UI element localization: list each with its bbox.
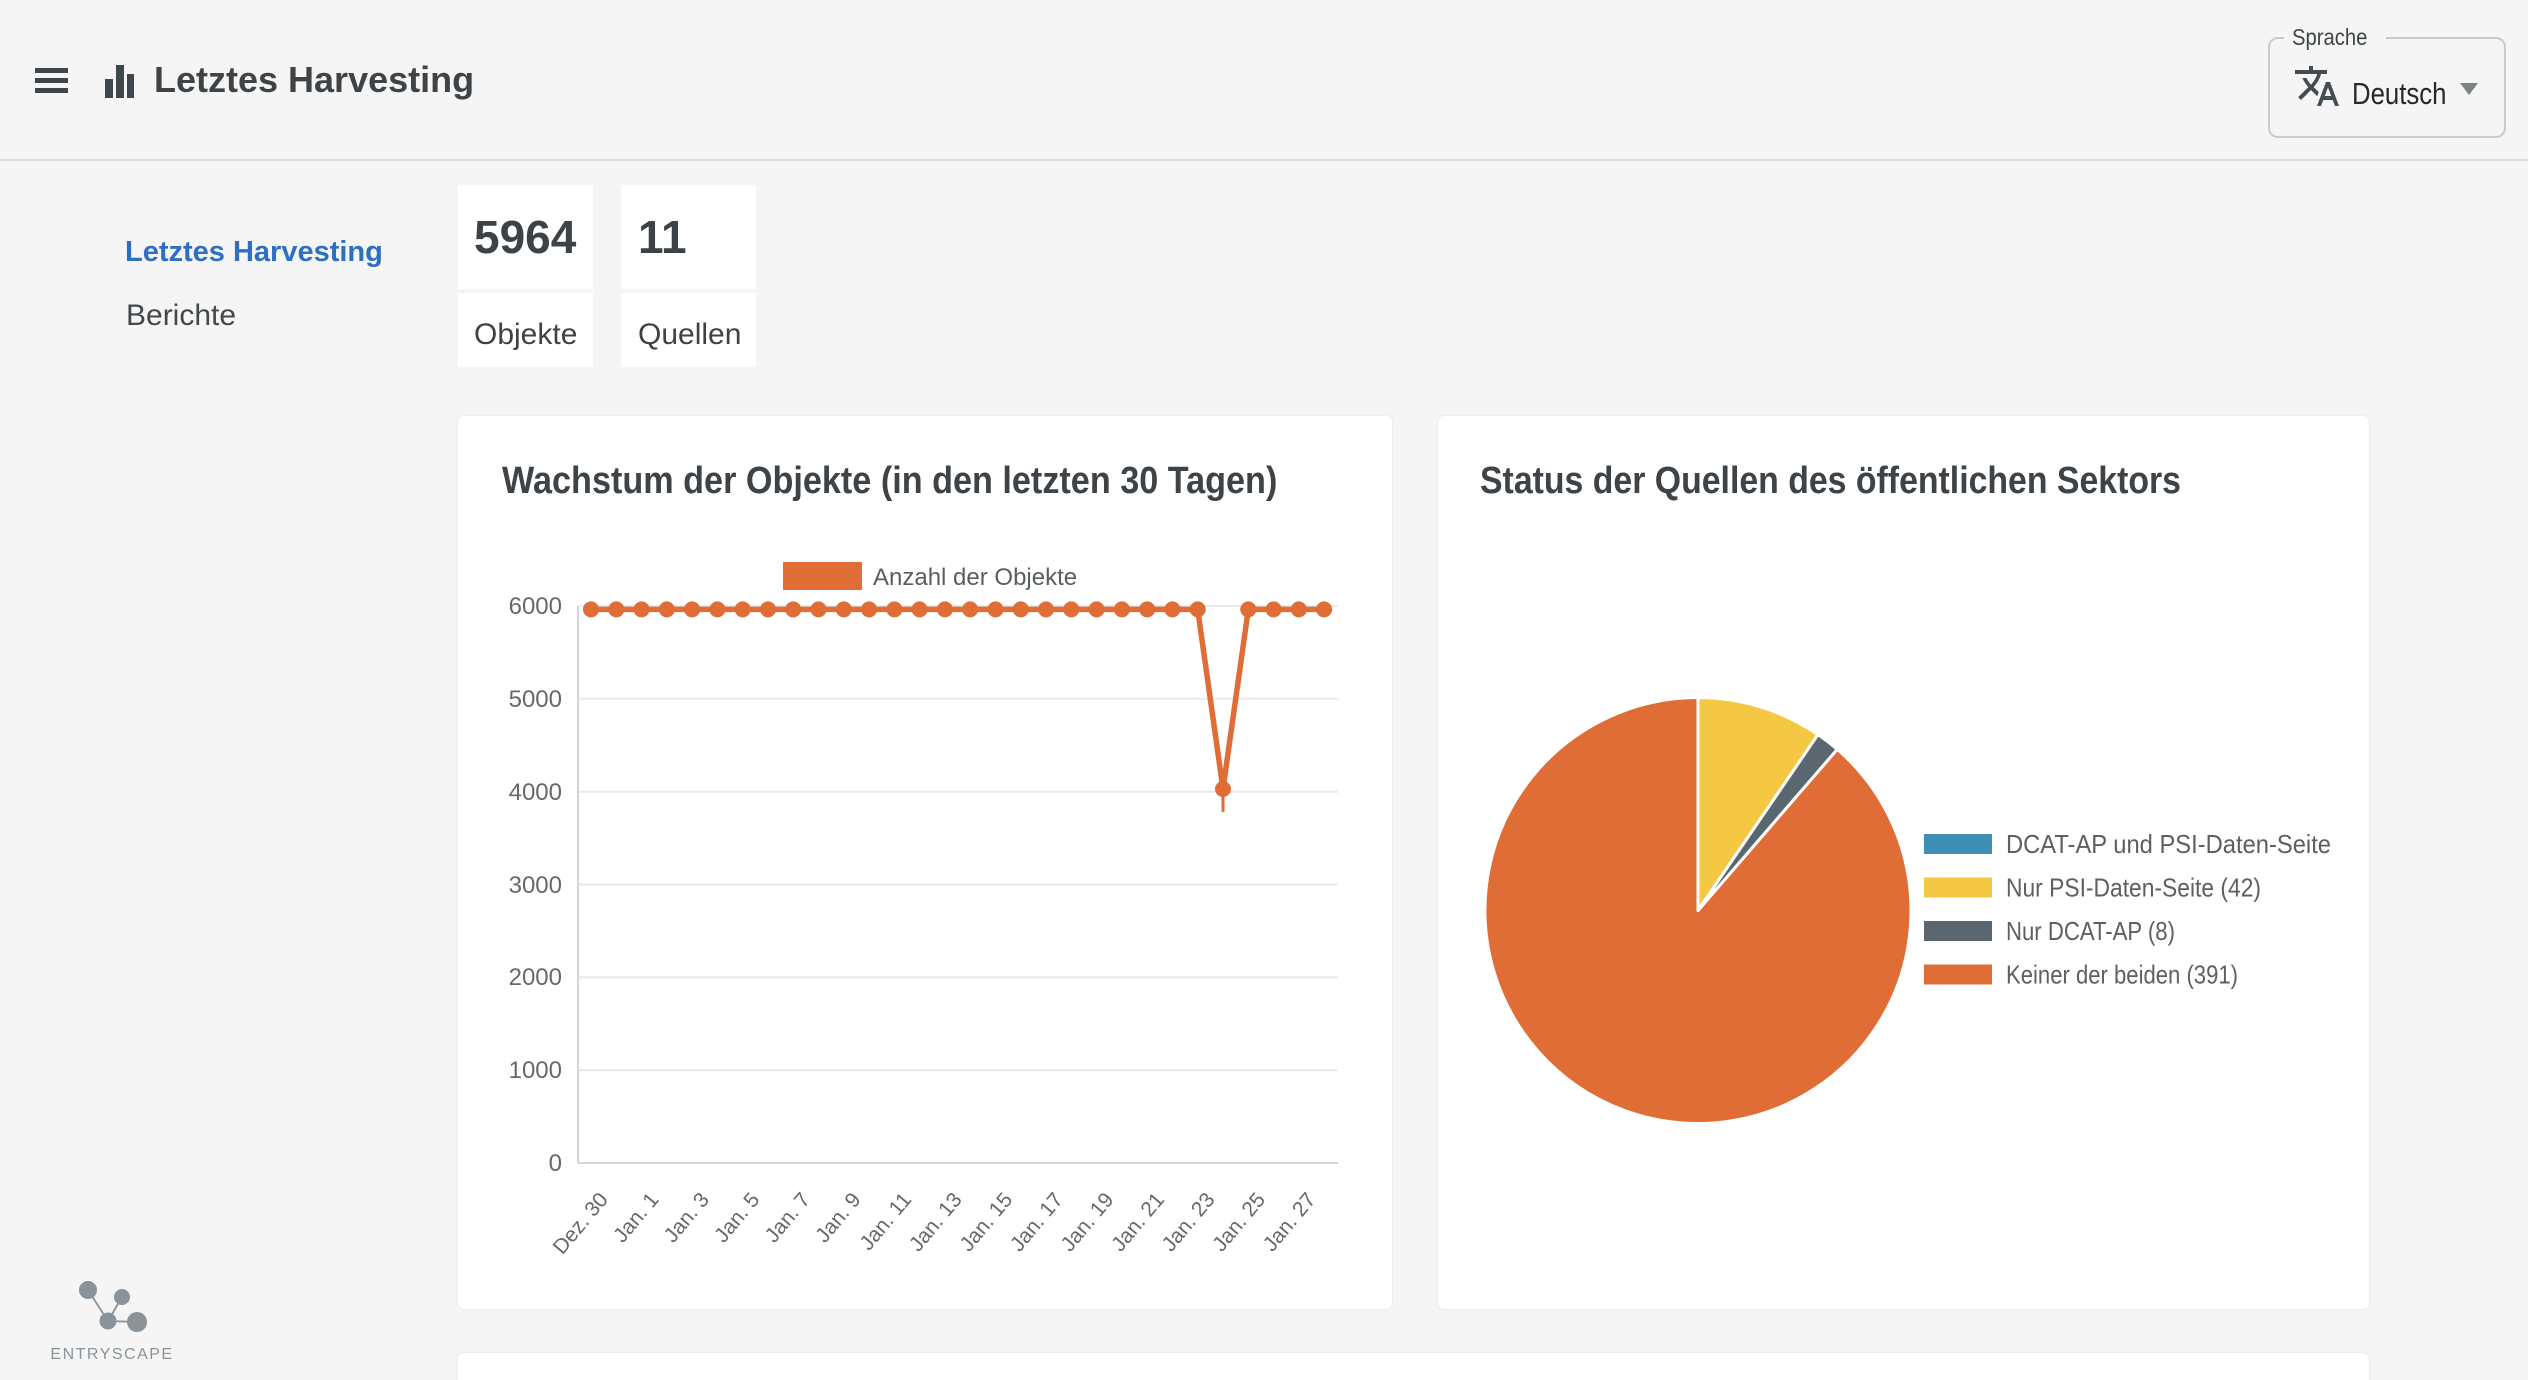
svg-text:2000: 2000	[509, 964, 562, 991]
svg-text:1000: 1000	[509, 1057, 562, 1084]
svg-text:4000: 4000	[509, 779, 562, 806]
svg-text:6000: 6000	[509, 593, 562, 620]
svg-text:Nur DCAT-AP (8): Nur DCAT-AP (8)	[2006, 916, 2175, 946]
svg-text:Jan. 13: Jan. 13	[905, 1188, 967, 1256]
svg-text:DCAT-AP und PSI-Daten-Seite: DCAT-AP und PSI-Daten-Seite	[2006, 829, 2331, 859]
svg-text:Jan. 19: Jan. 19	[1057, 1188, 1119, 1256]
svg-text:Jan. 17: Jan. 17	[1006, 1188, 1068, 1256]
svg-text:Jan. 15: Jan. 15	[955, 1188, 1017, 1256]
svg-text:Jan. 1: Jan. 1	[609, 1188, 663, 1247]
svg-text:Anzahl der Objekte: Anzahl der Objekte	[873, 564, 1077, 591]
svg-text:Jan. 5: Jan. 5	[710, 1188, 764, 1247]
svg-text:5000: 5000	[509, 686, 562, 713]
svg-text:Jan. 27: Jan. 27	[1259, 1188, 1321, 1256]
svg-text:Keiner der beiden (391): Keiner der beiden (391)	[2006, 960, 2238, 990]
svg-text:3000: 3000	[509, 872, 562, 899]
svg-text:Dez. 30: Dez. 30	[549, 1188, 613, 1258]
svg-text:Jan. 21: Jan. 21	[1107, 1188, 1169, 1256]
svg-text:Jan. 3: Jan. 3	[660, 1188, 714, 1247]
svg-text:ENTRYSCAPE: ENTRYSCAPE	[50, 1346, 173, 1363]
svg-text:Jan. 11: Jan. 11	[855, 1188, 916, 1254]
svg-text:Jan. 7: Jan. 7	[761, 1188, 815, 1247]
svg-text:Nur PSI-Daten-Seite (42): Nur PSI-Daten-Seite (42)	[2006, 873, 2261, 903]
svg-text:Jan. 23: Jan. 23	[1158, 1188, 1220, 1256]
svg-text:0: 0	[549, 1150, 562, 1177]
svg-text:Jan. 25: Jan. 25	[1208, 1188, 1270, 1256]
